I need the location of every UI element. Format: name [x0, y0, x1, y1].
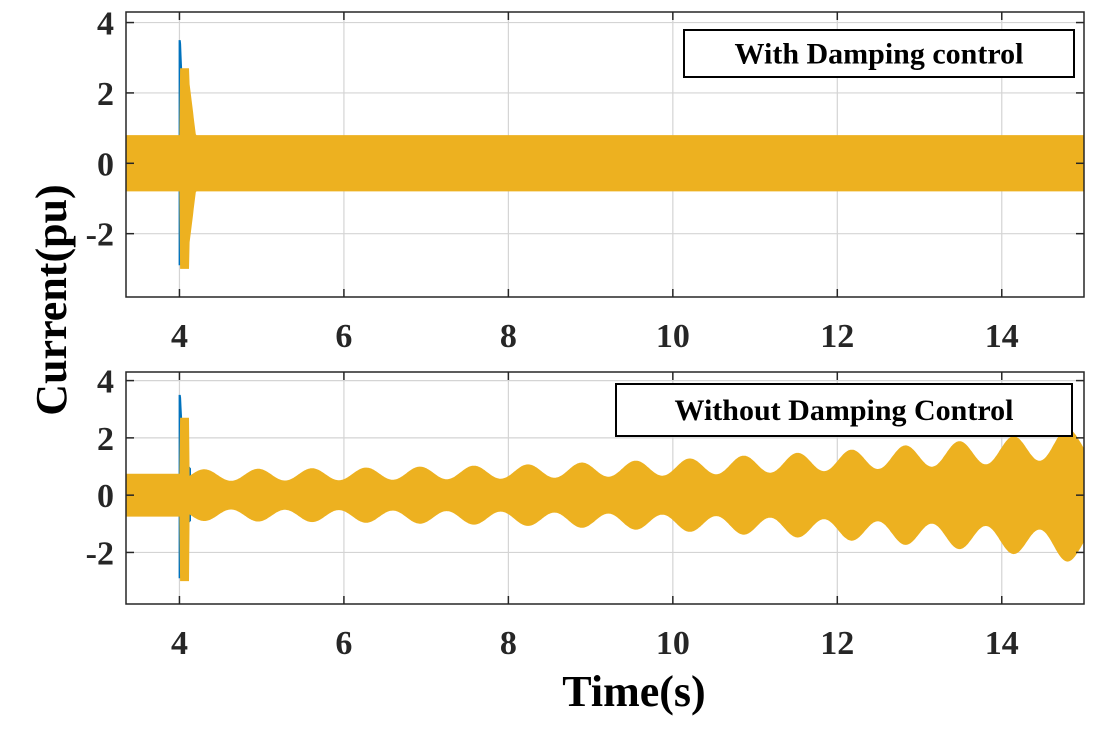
panel-without-damping: 4 6 8 10 12 14 -2 0 2 4 Without Damping Control: [86, 364, 1085, 662]
panel-with-damping: 4 6 8 10 12 14 -2 0 2 4 With Damping control: [86, 6, 1085, 355]
annotation-box: [615, 383, 1073, 437]
series-layer: [126, 40, 1084, 269]
y-tick-label: -2: [86, 535, 114, 572]
y-tick-label: 2: [97, 421, 114, 458]
axes-box: [125, 11, 1085, 298]
y-tick-label: 0: [97, 146, 114, 183]
y-tick-label: 4: [97, 6, 114, 43]
x-tick-label: 8: [500, 318, 517, 355]
x-tick-label: 10: [656, 625, 690, 662]
x-tick-label: 14: [985, 625, 1019, 662]
y-tick-label: 4: [97, 364, 114, 401]
y-tick-label: 0: [97, 478, 114, 515]
y-axis-title: Current(pu): [27, 184, 76, 415]
annotation-label: With Damping control: [735, 38, 1024, 71]
axes-box: [125, 371, 1085, 605]
x-tick-label: 14: [985, 318, 1019, 355]
x-tick-label: 12: [820, 318, 854, 355]
x-tick-label: 10: [656, 318, 690, 355]
annotation-label: Without Damping Control: [675, 394, 1014, 427]
series-layer: [126, 394, 1084, 582]
series-orange-envelope: [126, 68, 1084, 269]
x-tick-label: 8: [500, 625, 517, 662]
x-tick-label: 4: [171, 625, 188, 662]
x-tick-label: 12: [820, 625, 854, 662]
y-tick-label: -2: [86, 217, 114, 254]
x-axis-title: Time(s): [562, 667, 705, 716]
x-tick-label: 6: [335, 625, 352, 662]
x-tick-label: 4: [171, 318, 188, 355]
series-orange-envelope: [126, 417, 1084, 582]
annotation-box: [683, 29, 1075, 78]
x-tick-label: 6: [335, 318, 352, 355]
y-tick-label: 2: [97, 76, 114, 113]
